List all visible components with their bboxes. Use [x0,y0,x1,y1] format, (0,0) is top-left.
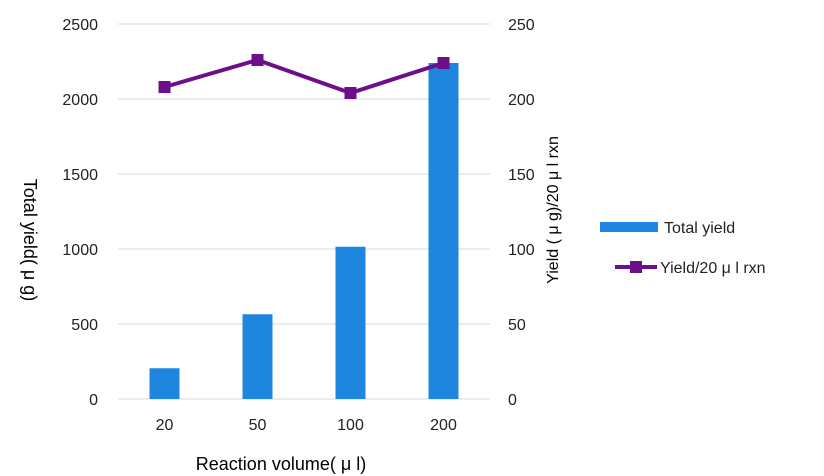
x-tick-label: 100 [337,417,364,434]
y2-axis-title: Yield ( μ g)/20 μ l rxn [545,136,562,284]
legend: Total yield Yield/20 μ l rxn [600,220,766,277]
bar [242,314,273,399]
bar [428,63,459,399]
line-marker [344,87,357,99]
line-marker [437,57,450,69]
y-tick-label: 500 [71,317,98,334]
y-tick-label: 2500 [62,17,98,34]
x-tick-label: 200 [430,417,457,434]
x-tick-label: 50 [249,417,267,434]
line-marker [251,54,264,66]
legend-swatch-total-yield [600,222,658,232]
y2-tick-label: 100 [508,242,535,259]
y-tick-label: 0 [89,392,98,409]
x-tick-label: 20 [156,417,174,434]
bar [335,246,366,399]
line-series [158,54,450,99]
bar [149,368,180,399]
x-axis-ticks: 20 50 100 200 [156,417,457,434]
y-tick-label: 1000 [62,242,98,259]
legend-label-total-yield: Total yield [664,220,735,237]
y-axis-title: Total yield( μ g) [20,179,40,301]
gridlines [118,23,490,400]
x-axis-title: Reaction volume( μ l) [196,454,366,474]
series-line [163,58,445,95]
y-tick-label: 1500 [62,167,98,184]
legend-marker-yield-per-rxn [630,261,642,273]
y2-tick-label: 150 [508,167,535,184]
y2-tick-label: 50 [508,317,526,334]
line-marker [158,81,171,93]
right-axis-ticks: 0 50 100 150 200 250 [508,17,535,409]
legend-label-yield-per-rxn: Yield/20 μ l rxn [660,260,766,277]
y2-tick-label: 0 [508,392,517,409]
y-tick-label: 2000 [62,92,98,109]
bar-series [149,63,459,399]
y2-tick-label: 200 [508,92,535,109]
left-axis-ticks: 0 500 1000 1500 2000 2500 [62,17,98,409]
y2-tick-label: 250 [508,17,535,34]
